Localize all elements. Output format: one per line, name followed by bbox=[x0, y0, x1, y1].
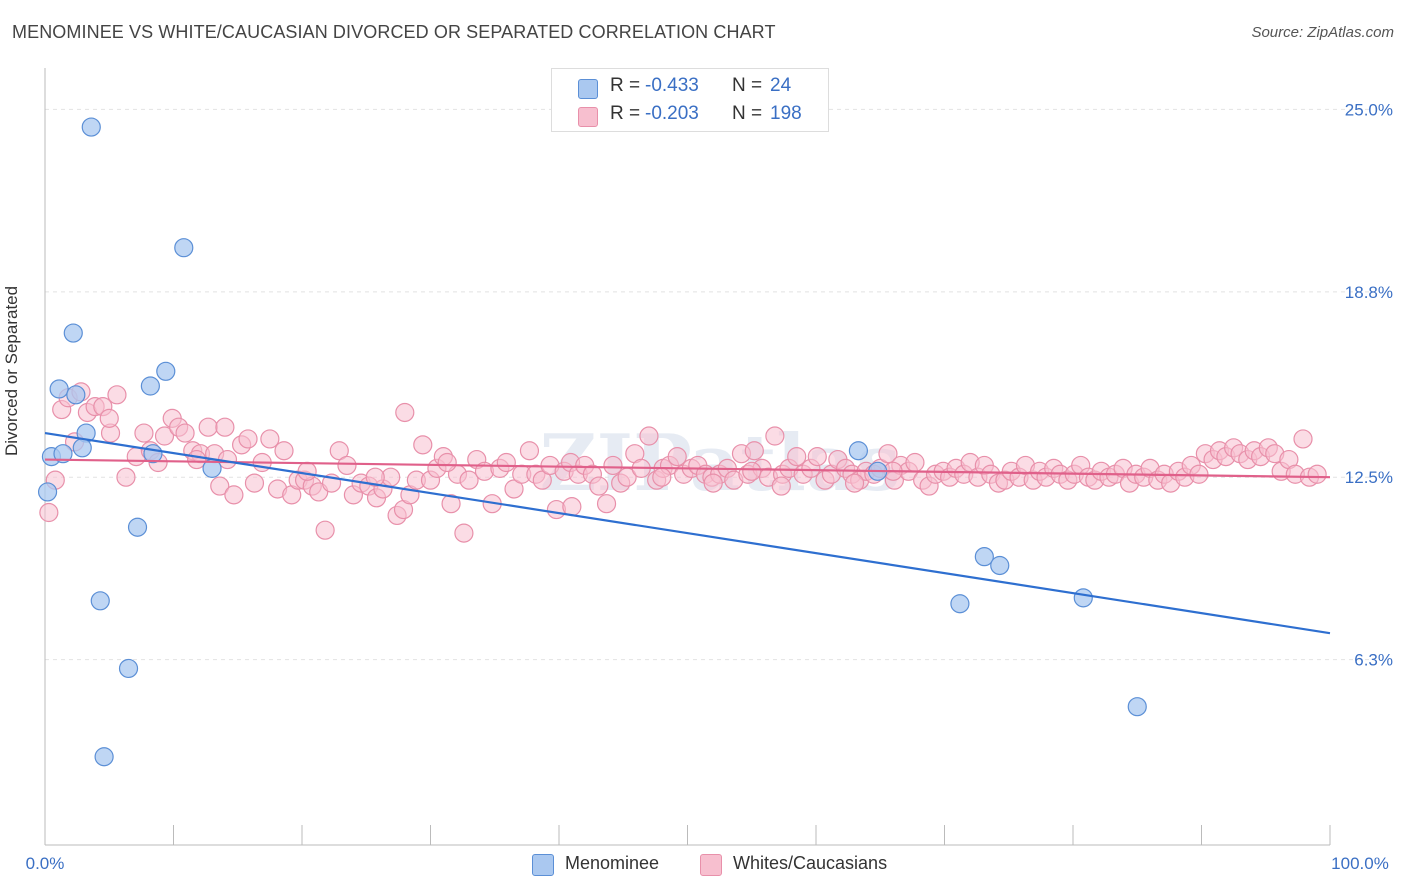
menominee-point bbox=[140, 376, 160, 396]
menominee-point bbox=[81, 117, 101, 137]
legend-n-value: 24 bbox=[770, 75, 792, 96]
menominee-point bbox=[66, 385, 86, 405]
whites-point bbox=[905, 452, 925, 473]
whites-trend-line bbox=[44, 458, 1331, 479]
menominee-point bbox=[94, 747, 114, 767]
whites-point bbox=[365, 467, 385, 487]
whites-point bbox=[454, 523, 474, 543]
whites-point bbox=[589, 476, 609, 496]
whites-point bbox=[1307, 464, 1327, 484]
menominee-trend-line bbox=[44, 431, 1331, 635]
bottom-legend-label: Whites/Caucasians bbox=[733, 853, 888, 873]
whites-point bbox=[244, 473, 265, 493]
menominee-point bbox=[990, 555, 1010, 576]
whites-point bbox=[154, 426, 175, 446]
menominee-point bbox=[974, 547, 994, 567]
whites-point bbox=[413, 435, 433, 455]
whites-point bbox=[562, 497, 582, 517]
whites-point bbox=[116, 467, 136, 487]
whites-point bbox=[198, 417, 218, 437]
whites-point bbox=[844, 473, 865, 493]
whites-point bbox=[107, 385, 127, 405]
whites-point bbox=[395, 402, 415, 423]
y-tick-label: 25.0% bbox=[1345, 100, 1393, 119]
menominee-point bbox=[950, 594, 970, 614]
legend-n-value: 198 bbox=[770, 103, 802, 124]
whites-point bbox=[337, 455, 357, 476]
whites-point bbox=[807, 447, 827, 467]
whites-point bbox=[238, 429, 258, 449]
menominee-point bbox=[156, 361, 176, 381]
bottom-legend-swatch-blue bbox=[532, 854, 554, 876]
legend-r-value: -0.203 bbox=[645, 103, 699, 124]
whites-point bbox=[519, 441, 540, 461]
bottom-legend-label: Menominee bbox=[565, 853, 660, 873]
legend-n-label: N = bbox=[732, 75, 763, 96]
whites-point bbox=[596, 494, 617, 514]
menominee-point bbox=[174, 238, 194, 258]
whites-point bbox=[703, 473, 723, 493]
whites-point bbox=[639, 426, 659, 446]
legend-r-value: -0.433 bbox=[645, 75, 699, 96]
legend: R = -0.433 N = 24 R = -0.203 N = 198 bbox=[551, 68, 829, 132]
whites-point bbox=[771, 476, 791, 496]
whites-point bbox=[787, 447, 807, 467]
legend-swatch-blue bbox=[578, 79, 598, 99]
y-tick-label: 6.3% bbox=[1354, 651, 1393, 670]
chart-title: MENOMINEE VS WHITE/CAUCASIAN DIVORCED OR… bbox=[12, 22, 776, 42]
whites-point bbox=[315, 520, 335, 540]
whites-point bbox=[297, 461, 317, 481]
whites-point bbox=[742, 461, 762, 481]
whites-point bbox=[134, 423, 154, 443]
x-tick-label: 100.0% bbox=[1331, 854, 1389, 873]
whites-point bbox=[459, 470, 479, 490]
whites-point bbox=[496, 452, 516, 473]
whites-point bbox=[744, 441, 764, 461]
whites-point bbox=[260, 429, 280, 449]
y-tick-label: 18.8% bbox=[1345, 283, 1393, 302]
whites-point bbox=[1293, 429, 1313, 449]
whites-point bbox=[210, 476, 230, 496]
legend-r-label: R = bbox=[610, 75, 641, 96]
legend-swatch-pink bbox=[578, 107, 598, 127]
menominee-point bbox=[63, 323, 83, 343]
whites-point bbox=[652, 467, 672, 487]
legend-n-label: N = bbox=[732, 103, 763, 124]
whites-point bbox=[667, 447, 687, 467]
whites-point bbox=[878, 444, 898, 464]
legend-r-label: R = bbox=[610, 103, 641, 124]
whites-point bbox=[765, 426, 785, 446]
source-label: Source: ZipAtlas.com bbox=[1251, 24, 1394, 41]
whites-point bbox=[441, 494, 461, 514]
x-tick-label: 0.0% bbox=[26, 854, 65, 873]
whites-point bbox=[224, 485, 244, 505]
menominee-point bbox=[72, 438, 92, 458]
menominee-point bbox=[1073, 588, 1093, 608]
y-tick-label: 12.5% bbox=[1345, 468, 1393, 487]
whites-point bbox=[274, 441, 294, 461]
y-axis-label: Divorced or Separated bbox=[2, 285, 21, 456]
menominee-point bbox=[127, 517, 148, 537]
whites-point bbox=[437, 452, 457, 473]
whites-point bbox=[603, 455, 623, 476]
whites-point bbox=[39, 502, 59, 523]
bottom-legend-swatch-pink bbox=[700, 854, 722, 876]
menominee-point bbox=[37, 482, 58, 502]
whites-point bbox=[215, 417, 235, 437]
menominee-point bbox=[90, 591, 110, 611]
whites-point bbox=[99, 408, 119, 428]
menominee-point bbox=[118, 658, 139, 679]
menominee-point bbox=[848, 441, 869, 461]
menominee-point bbox=[53, 444, 73, 464]
menominee-point bbox=[49, 379, 69, 399]
menominee-point bbox=[1127, 697, 1147, 717]
whites-point bbox=[175, 423, 195, 443]
